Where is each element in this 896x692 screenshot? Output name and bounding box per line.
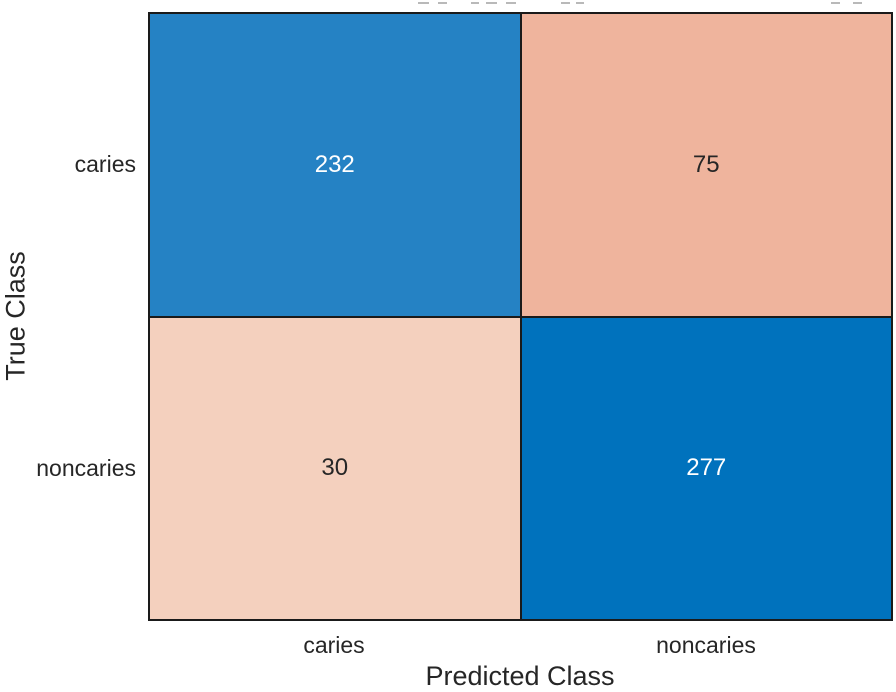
y-tick-noncaries: noncaries xyxy=(36,455,136,481)
clipped-title-mark xyxy=(438,2,447,4)
cell-caries-caries: 232 xyxy=(150,14,520,316)
cell-value: 75 xyxy=(692,150,720,178)
clipped-title-mark xyxy=(418,2,429,4)
clipped-title-mark xyxy=(471,2,479,4)
clipped-title-mark xyxy=(486,2,497,4)
cell-caries-noncaries: 75 xyxy=(521,14,891,316)
matrix-plot-area: 232 75 30 277 xyxy=(148,12,893,621)
clipped-title-mark xyxy=(831,2,840,4)
cell-value: 277 xyxy=(686,454,727,482)
clipped-title-mark xyxy=(506,2,516,4)
clipped-title-mark xyxy=(561,2,570,4)
clipped-title-mark xyxy=(576,2,584,4)
x-axis-label: Predicted Class xyxy=(425,661,615,691)
cell-noncaries-caries: 30 xyxy=(150,317,520,619)
cell-value: 30 xyxy=(321,454,349,482)
x-tick-noncaries: noncaries xyxy=(656,632,756,658)
clipped-title-mark xyxy=(853,2,862,4)
x-tick-caries: caries xyxy=(303,632,365,658)
cell-noncaries-noncaries: 277 xyxy=(521,317,891,619)
y-axis-label: True Class xyxy=(0,251,31,381)
cell-value: 232 xyxy=(314,150,355,178)
y-tick-caries: caries xyxy=(74,151,136,177)
